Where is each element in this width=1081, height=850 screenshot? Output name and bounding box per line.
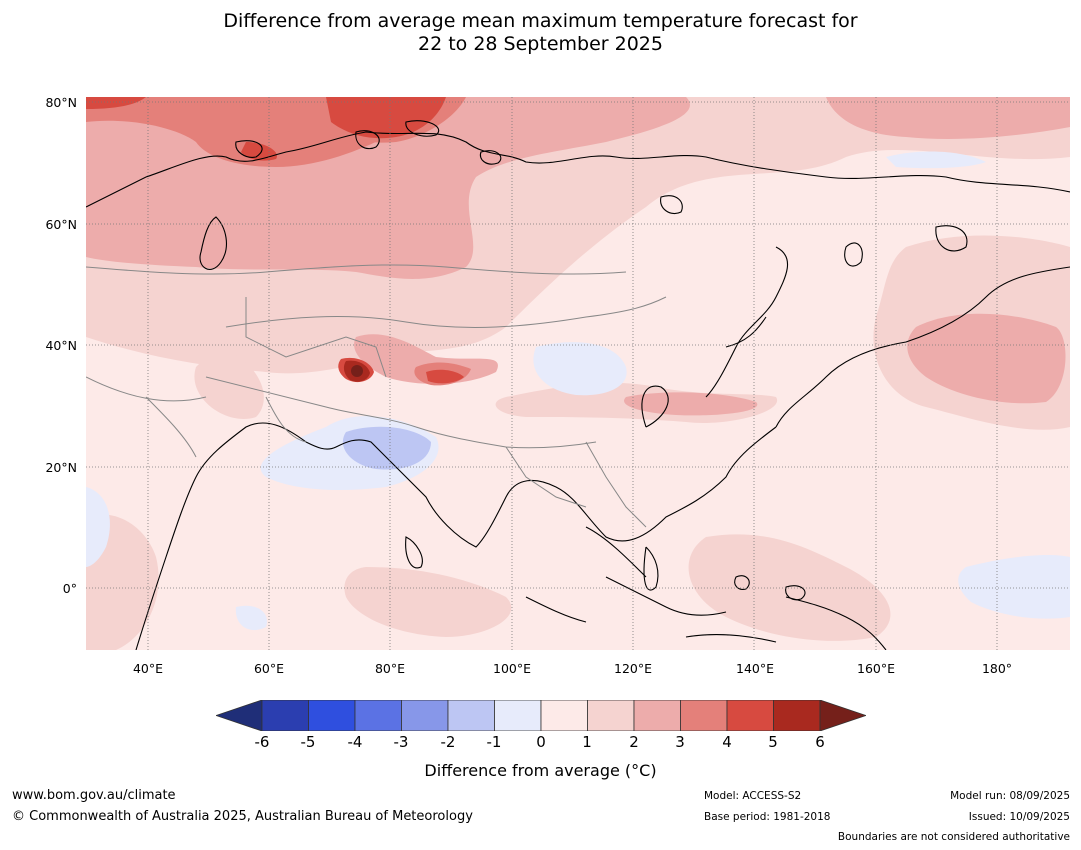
country-borders	[86, 264, 667, 528]
colorbar-tick: -2	[440, 733, 456, 751]
temperature-anomaly-map	[86, 97, 1070, 650]
lat-label-20n: 20°N	[45, 460, 77, 475]
graticule	[86, 97, 1070, 650]
title-line-2: 22 to 28 September 2025	[418, 33, 663, 55]
anomaly-hotspot	[343, 360, 370, 382]
colorbar-tick: -3	[393, 733, 409, 751]
lat-label-0: 0°	[62, 581, 77, 596]
colorbar-tick: 2	[629, 733, 639, 751]
issued-text: Issued: 10/09/2025	[968, 811, 1070, 823]
lon-label-40e: 40°E	[132, 661, 164, 676]
model-text: Model: ACCESS-S2	[704, 790, 802, 802]
colorbar-tick: -4	[347, 733, 363, 751]
lat-label-40n: 40°N	[45, 338, 77, 353]
model-run-text: Model run: 08/09/2025	[950, 790, 1070, 802]
base-period-text: Base period: 1981-2018	[704, 811, 831, 823]
colorbar-segment	[540, 700, 588, 731]
colorbar-tick: -6	[254, 733, 270, 751]
colorbar-segment	[401, 700, 449, 731]
colorbar-label: Difference from average (°C)	[424, 761, 657, 780]
colorbar-segment	[447, 700, 495, 731]
lon-label-60e: 60°E	[253, 661, 285, 676]
colorbar-segment	[261, 700, 309, 731]
lon-label-160e: 160°E	[856, 661, 896, 676]
colorbar	[216, 700, 866, 731]
lat-label-80n: 80°N	[45, 95, 77, 110]
map-title: Difference from average mean maximum tem…	[0, 10, 1081, 56]
colorbar-extension-high	[819, 700, 866, 731]
colorbar-tick: 5	[768, 733, 778, 751]
colorbar-tick: -1	[486, 733, 502, 751]
map-svg	[86, 97, 1070, 650]
colorbar-segment	[587, 700, 635, 731]
title-line-1: Difference from average mean maximum tem…	[223, 10, 858, 32]
coastlines	[86, 120, 1070, 650]
colorbar-segment	[773, 700, 821, 731]
colorbar-segment	[726, 700, 774, 731]
boundaries-note: Boundaries are not considered authoritat…	[837, 831, 1070, 843]
lon-label-140e: 140°E	[735, 661, 775, 676]
colorbar-tick: 6	[815, 733, 825, 751]
lon-label-100e: 100°E	[492, 661, 532, 676]
anomaly-minus-2-to-minus-1-regions	[342, 426, 431, 470]
lon-label-80e: 80°E	[374, 661, 406, 676]
lon-label-120e: 120°E	[613, 661, 653, 676]
lon-label-180: 180°	[981, 661, 1013, 676]
colorbar-tick: 4	[722, 733, 732, 751]
copyright-text: © Commonwealth of Australia 2025, Austra…	[12, 809, 473, 824]
colorbar-extension-low	[216, 700, 263, 731]
colorbar-tick: 1	[582, 733, 592, 751]
colorbar-segment	[633, 700, 681, 731]
colorbar-tick: -5	[300, 733, 316, 751]
colorbar-segment	[354, 700, 402, 731]
colorbar-tick: 0	[536, 733, 546, 751]
lat-label-60n: 60°N	[45, 217, 77, 232]
website-link[interactable]: www.bom.gov.au/climate	[12, 788, 176, 803]
colorbar-tick: 3	[675, 733, 685, 751]
colorbar-segment	[494, 700, 542, 731]
colorbar-segment	[308, 700, 356, 731]
colorbar-segment	[680, 700, 728, 731]
